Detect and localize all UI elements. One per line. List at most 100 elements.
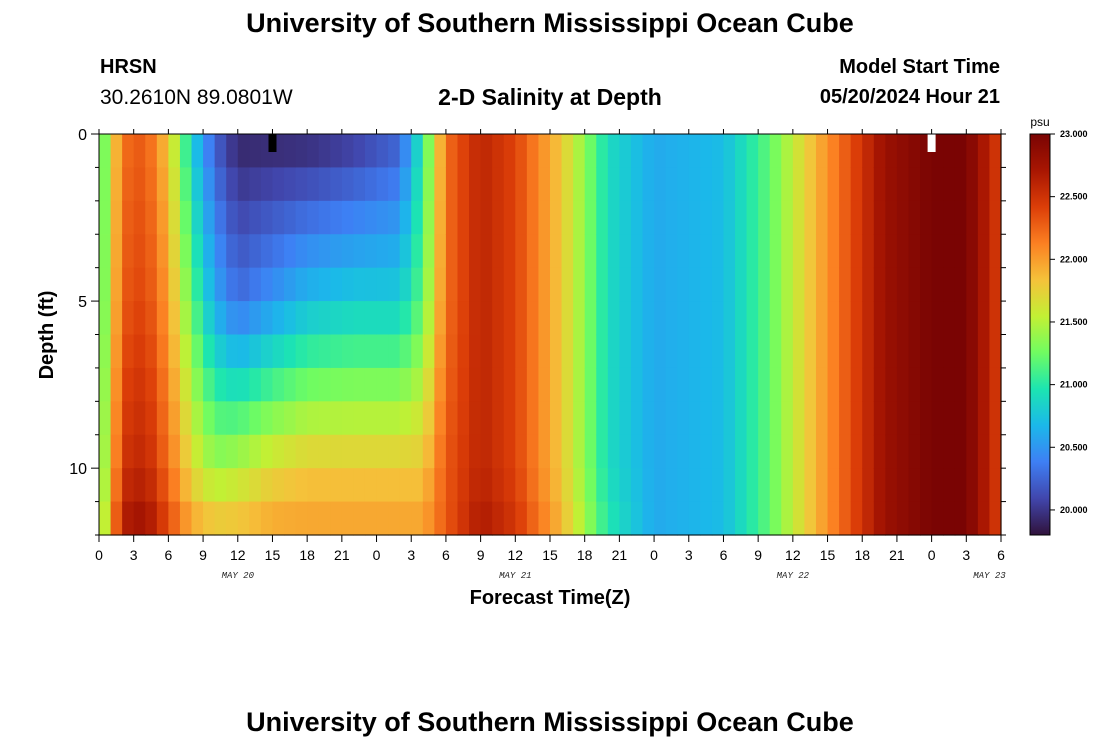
heatmap-cell xyxy=(422,468,435,503)
heatmap-cell xyxy=(619,367,632,402)
heatmap-cell xyxy=(249,200,262,235)
heatmap-cell xyxy=(179,434,193,469)
heatmap-cell xyxy=(654,267,667,302)
heatmap-cell xyxy=(526,301,540,336)
heatmap-cell xyxy=(781,367,794,402)
heatmap-cell xyxy=(885,334,898,369)
heatmap-cell xyxy=(758,267,771,302)
heatmap-cell xyxy=(226,301,239,336)
heatmap-cell xyxy=(388,401,401,436)
heatmap-cell xyxy=(908,301,921,336)
heatmap-cell xyxy=(781,200,794,235)
heatmap-cell xyxy=(550,401,563,436)
heatmap-cell xyxy=(642,401,655,436)
heatmap-cell xyxy=(665,200,678,235)
heatmap-cell xyxy=(873,468,886,503)
heatmap-cell xyxy=(550,334,563,369)
heatmap-cell xyxy=(99,434,112,469)
heatmap-cell xyxy=(596,401,609,436)
heatmap-cell xyxy=(700,200,713,235)
x-tick-label: 0 xyxy=(95,547,103,563)
heatmap-cell xyxy=(584,134,597,169)
heatmap-cell xyxy=(619,167,632,202)
heatmap-cell xyxy=(445,301,459,336)
heatmap-cell xyxy=(804,234,817,269)
heatmap-cell xyxy=(839,367,852,402)
heatmap-cells xyxy=(99,134,1002,536)
heatmap-cell xyxy=(110,434,123,469)
heatmap-cell xyxy=(746,367,759,402)
x-tick-label: 18 xyxy=(299,547,315,563)
heatmap-cell xyxy=(804,167,817,202)
heatmap-cell xyxy=(515,334,528,369)
heatmap-cell xyxy=(746,334,759,369)
heatmap-cell xyxy=(226,234,239,269)
heatmap-cell xyxy=(260,468,274,503)
heatmap-cell xyxy=(850,267,863,302)
heatmap-cell xyxy=(862,167,875,202)
y-axis: 0 5 10 xyxy=(69,127,1006,536)
heatmap-cell xyxy=(99,334,112,369)
heatmap-cell xyxy=(839,334,852,369)
heatmap-cell xyxy=(711,267,725,302)
heatmap-cell xyxy=(920,267,933,302)
y-tick-label: 0 xyxy=(78,127,87,144)
heatmap-cell xyxy=(596,468,609,503)
heatmap-cell xyxy=(677,401,690,436)
heatmap-cell xyxy=(434,334,447,369)
heatmap-cell xyxy=(862,234,875,269)
heatmap-cell xyxy=(538,234,551,269)
heatmap-cell xyxy=(573,200,586,235)
heatmap-cell xyxy=(203,501,216,536)
heatmap-cell xyxy=(538,267,551,302)
heatmap-cell xyxy=(573,134,586,169)
heatmap-cell xyxy=(99,367,112,402)
heatmap-cell xyxy=(445,434,459,469)
heatmap-cell xyxy=(411,301,424,336)
heatmap-cell xyxy=(827,301,840,336)
heatmap-cell xyxy=(711,200,725,235)
heatmap-cell xyxy=(422,334,435,369)
heatmap-cell xyxy=(179,401,193,436)
heatmap-cell xyxy=(249,167,262,202)
heatmap-cell xyxy=(260,200,274,235)
heatmap-cell xyxy=(318,134,331,169)
heatmap-cell xyxy=(122,267,135,302)
heatmap-cell xyxy=(388,134,401,169)
heatmap-cell xyxy=(769,134,782,169)
heatmap-cell xyxy=(885,134,898,169)
heatmap-cell xyxy=(272,267,285,302)
heatmap-cell xyxy=(688,200,701,235)
heatmap-cell xyxy=(110,334,123,369)
heatmap-cell xyxy=(966,200,979,235)
heatmap-cell xyxy=(769,401,782,436)
heatmap-cell xyxy=(122,434,135,469)
colorbar-tick-label: 21.500 xyxy=(1060,317,1088,327)
heatmap-cell xyxy=(607,401,620,436)
x-tick-label: 0 xyxy=(650,547,658,563)
heatmap-cell xyxy=(561,501,574,536)
heatmap-cell xyxy=(203,234,216,269)
heatmap-cell xyxy=(434,267,447,302)
heatmap-cell xyxy=(827,134,840,169)
heatmap-cell xyxy=(769,501,782,536)
heatmap-cell xyxy=(677,434,690,469)
heatmap-cell xyxy=(862,468,875,503)
heatmap-cell xyxy=(122,367,135,402)
heatmap-cell xyxy=(469,468,482,503)
heatmap-cell xyxy=(584,367,597,402)
heatmap-cell xyxy=(341,401,355,436)
x-tick-label: 15 xyxy=(542,547,558,563)
heatmap-cell xyxy=(156,167,169,202)
heatmap-cell xyxy=(931,401,944,436)
heatmap-cell xyxy=(318,367,331,402)
heatmap-cell xyxy=(896,301,910,336)
colorbar-gradient xyxy=(1029,133,1051,536)
heatmap-cell xyxy=(434,401,447,436)
heatmap-cell xyxy=(318,234,331,269)
heatmap-cell xyxy=(873,434,886,469)
heatmap-cell xyxy=(168,267,181,302)
heatmap-cell xyxy=(353,134,366,169)
x-tick-label: 9 xyxy=(477,547,485,563)
heatmap-cell xyxy=(989,267,1002,302)
